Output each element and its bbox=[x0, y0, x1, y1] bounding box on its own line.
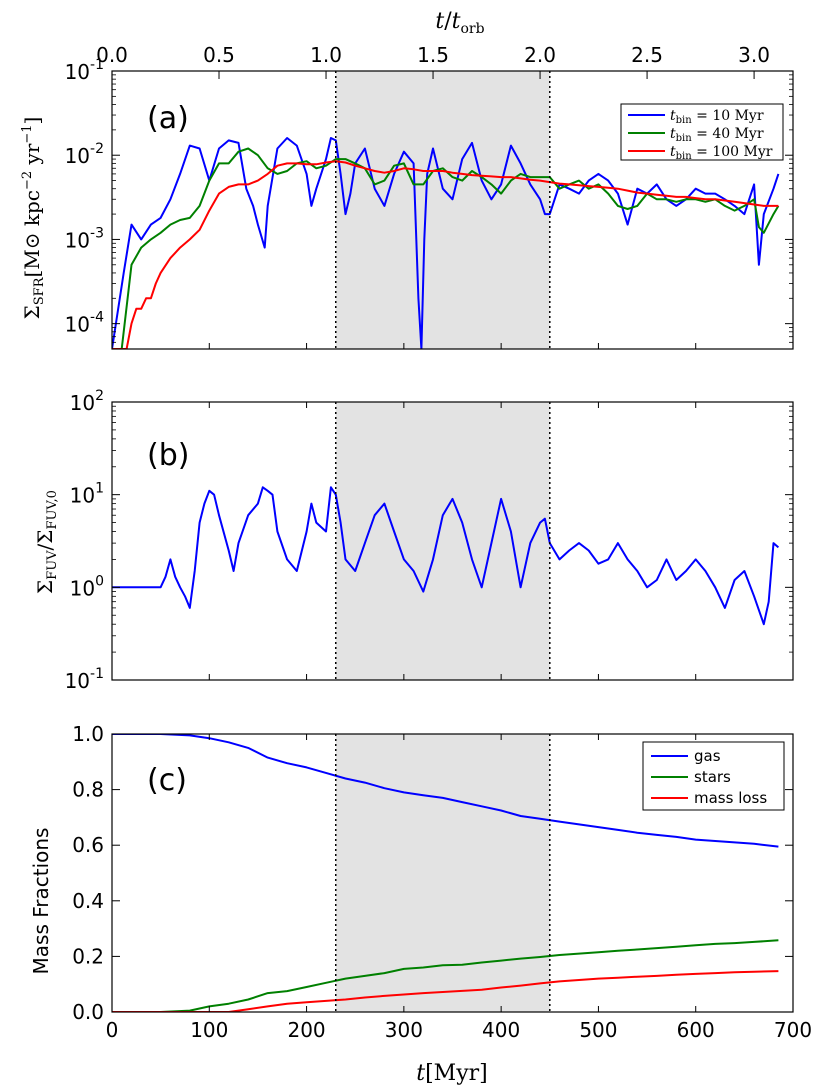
y-tick-label: 1.0 bbox=[72, 722, 104, 746]
y-tick-label: 102 bbox=[70, 388, 104, 415]
ticks-c: 0 100 200 300 400 500 600 700 0.0 0.2 0.4 0.6 0.8 1.0 bbox=[72, 722, 812, 1042]
x-tick-label: 500 bbox=[579, 1018, 617, 1042]
axes-frame-c bbox=[111, 733, 794, 1013]
legend-entry-100myr: tbin = 100 Myr bbox=[670, 144, 773, 162]
y-tick-label: 10-3 bbox=[65, 225, 104, 252]
top-axis-label: t/torb bbox=[435, 9, 484, 37]
axes-frame-a bbox=[111, 70, 794, 350]
x-tick-label: 100 bbox=[190, 1018, 228, 1042]
x-tick-label: 400 bbox=[482, 1018, 520, 1042]
legend-entry-10myr: tbin = 10 Myr bbox=[670, 108, 764, 126]
legend-entry-gas: gas bbox=[694, 747, 721, 765]
ticks-a: 10-1 10-2 10-3 10-4 bbox=[65, 57, 794, 349]
y-tick-label: 101 bbox=[70, 481, 104, 508]
y-tick-label: 0.6 bbox=[72, 833, 104, 857]
y-tick-label: 100 bbox=[70, 573, 104, 600]
series-line-a-t-bin-100-myr bbox=[112, 160, 779, 349]
series-line-c-gas bbox=[112, 734, 779, 848]
legend-entry-40myr: tbin = 40 Myr bbox=[670, 126, 764, 144]
ylabel-c: Mass Fractions bbox=[29, 828, 53, 975]
series-line-a-t-bin-40-myr bbox=[112, 147, 780, 349]
series-line-c-stars bbox=[112, 939, 779, 1012]
shaded-region-b bbox=[335, 402, 550, 680]
y-tick-label: 0.8 bbox=[72, 778, 104, 802]
x-tick-label: 600 bbox=[677, 1018, 715, 1042]
panel-a: 10-1 10-2 10-3 10-4 0.0 0.5 1.0 1.5 2.0 2.5 3.0 (… bbox=[20, 9, 794, 350]
top-tick-label: 1.0 bbox=[310, 43, 342, 67]
series-group-b bbox=[112, 486, 780, 626]
legend-a: tbin = 10 Myr tbin = 40 Myr tbin = 100 M… bbox=[620, 103, 784, 162]
x-tick-label: 300 bbox=[385, 1018, 423, 1042]
panel-b: 102 101 100 10-1 (b) ΣFUV/ΣFUV,0 bbox=[33, 388, 794, 693]
top-tick-label: 2.5 bbox=[631, 43, 663, 67]
legend-c: gas stars mass loss bbox=[642, 741, 785, 811]
ylabel-a: ΣSFR[M⊙ kpc−2 yr−1] bbox=[20, 117, 47, 320]
y-tick-label: 10-1 bbox=[65, 57, 104, 84]
top-tick-label: 3.0 bbox=[738, 43, 770, 67]
series-group-a bbox=[112, 137, 780, 349]
x-tick-label: 700 bbox=[774, 1018, 812, 1042]
top-tick-label: 2.0 bbox=[524, 43, 556, 67]
y-tick-label: 0.0 bbox=[72, 1000, 104, 1024]
panel-label-b: (b) bbox=[147, 438, 189, 473]
panel-label-c: (c) bbox=[147, 763, 187, 798]
y-tick-label: 0.2 bbox=[72, 944, 104, 968]
top-ticks-a: 0.0 0.5 1.0 1.5 2.0 2.5 3.0 bbox=[96, 43, 770, 79]
top-tick-label: 0.5 bbox=[203, 43, 235, 67]
shaded-region-a bbox=[335, 71, 550, 349]
legend-entry-stars: stars bbox=[694, 768, 731, 786]
y-tick-label: 10-1 bbox=[65, 666, 104, 693]
y-tick-label: 10-4 bbox=[65, 310, 105, 337]
axes-frame-b bbox=[111, 401, 794, 681]
ylabel-b: ΣFUV/ΣFUV,0 bbox=[33, 490, 60, 594]
x-tick-label: 0 bbox=[106, 1018, 119, 1042]
x-tick-label: 200 bbox=[287, 1018, 325, 1042]
series-line-a-t-bin-10-myr bbox=[112, 137, 780, 349]
series-line-c-mass-loss bbox=[112, 970, 779, 1012]
panel-c: 0 100 200 300 400 500 600 700 0.0 0.2 0.4 0.6 0.8 1.0… bbox=[29, 722, 812, 1086]
ticks-b: 102 101 100 10-1 bbox=[65, 388, 794, 693]
xlabel-c: t[Myr] bbox=[416, 1061, 487, 1086]
y-tick-label: 10-2 bbox=[65, 141, 104, 168]
top-tick-label: 0.0 bbox=[96, 43, 128, 67]
y-tick-label: 0.4 bbox=[72, 889, 104, 913]
top-tick-label: 1.5 bbox=[417, 43, 449, 67]
legend-entry-mass-loss: mass loss bbox=[694, 789, 767, 807]
series-line-b-fuv-ratio bbox=[112, 486, 780, 626]
series-group-c bbox=[112, 734, 779, 1012]
shaded-region-c bbox=[335, 734, 550, 1012]
panel-label-a: (a) bbox=[147, 101, 189, 136]
